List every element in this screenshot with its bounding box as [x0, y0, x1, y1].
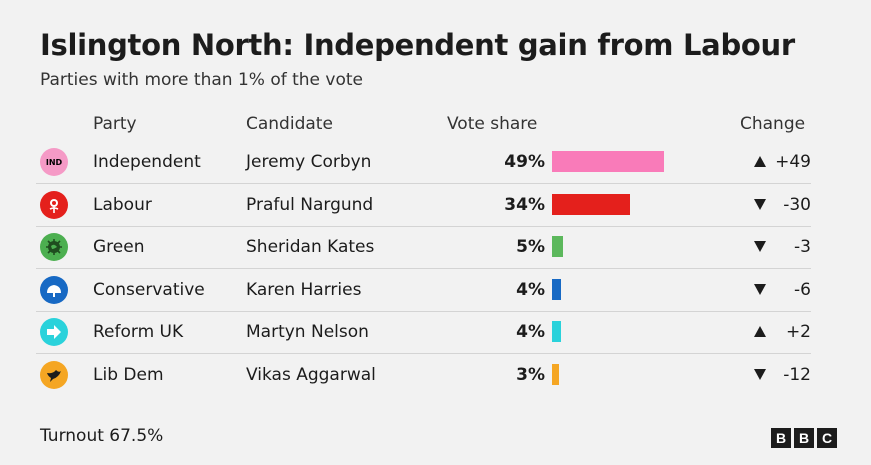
ind-badge-icon: IND — [40, 148, 68, 176]
vote-share-label: 5% — [516, 237, 545, 258]
candidate-name: Karen Harries — [246, 279, 362, 300]
table-row: Lib Dem Vikas Aggarwal 3% -12 — [36, 354, 811, 396]
column-header-party: Party — [93, 114, 137, 134]
bbc-logo-letter: B — [794, 428, 814, 448]
party-logo-text: IND — [45, 157, 63, 167]
bbc-logo-letter: C — [817, 428, 837, 448]
triangle-up-icon — [754, 326, 766, 338]
table-row: IND Independent Jeremy Corbyn 49% +49 — [36, 141, 811, 184]
green-earth-icon — [40, 233, 68, 262]
triangle-up-icon — [754, 156, 766, 167]
party-name: Conservative — [93, 279, 205, 300]
column-header-candidate: Candidate — [246, 114, 333, 134]
change-value: -6 — [794, 279, 811, 300]
table-row: Conservative Karen Harries 4% -6 — [36, 269, 811, 312]
table-row: Green Sheridan Kates 5% -3 — [36, 226, 811, 270]
triangle-down-icon — [754, 241, 766, 253]
table-row: Reform UK Martyn Nelson 4% +2 — [36, 311, 811, 355]
candidate-name: Praful Nargund — [246, 194, 374, 215]
triangle-down-icon — [754, 283, 766, 295]
libdem-bird-icon — [40, 361, 68, 389]
vote-share-label: 49% — [504, 152, 545, 172]
change-value: +49 — [775, 152, 811, 172]
vote-share-bar — [552, 321, 562, 343]
table-row: Labour Praful Nargund 34% -30 — [36, 184, 811, 227]
vote-share-label: 4% — [516, 279, 545, 300]
party-name: Labour — [93, 194, 152, 215]
change-value: -30 — [783, 194, 811, 215]
column-header-change: Change — [740, 114, 806, 134]
party-name: Green — [93, 237, 145, 258]
page-title: Islington North: Independent gain from L… — [40, 28, 795, 62]
candidate-name: Martyn Nelson — [246, 322, 369, 343]
change-value: +2 — [785, 322, 811, 343]
vote-share-bar — [552, 236, 564, 258]
change-value: -3 — [794, 237, 811, 258]
vote-share-bar — [552, 193, 630, 215]
reform-arrow-icon — [40, 318, 68, 347]
conservative-tree-icon — [40, 275, 68, 304]
triangle-down-icon — [754, 198, 766, 210]
vote-share-label: 4% — [516, 322, 545, 343]
candidate-name: Sheridan Kates — [246, 237, 375, 258]
party-name: Lib Dem — [93, 365, 164, 385]
triangle-down-icon — [754, 369, 766, 380]
vote-share-label: 3% — [516, 365, 545, 385]
page-subtitle: Parties with more than 1% of the vote — [40, 70, 363, 90]
column-header-vote-share: Vote share — [447, 114, 538, 134]
bbc-logo: B B C — [771, 428, 837, 448]
party-name: Independent — [93, 152, 201, 172]
vote-share-bar — [552, 364, 559, 385]
candidate-name: Jeremy Corbyn — [246, 152, 372, 172]
bbc-logo-letter: B — [771, 428, 791, 448]
labour-rose-icon — [40, 190, 68, 219]
party-name: Reform UK — [93, 322, 184, 343]
vote-share-bar — [552, 151, 664, 172]
vote-share-bar — [552, 278, 562, 300]
turnout-label: Turnout 67.5% — [40, 426, 164, 446]
candidate-name: Vikas Aggarwal — [246, 365, 376, 385]
vote-share-label: 34% — [504, 194, 545, 215]
change-value: -12 — [783, 365, 811, 385]
